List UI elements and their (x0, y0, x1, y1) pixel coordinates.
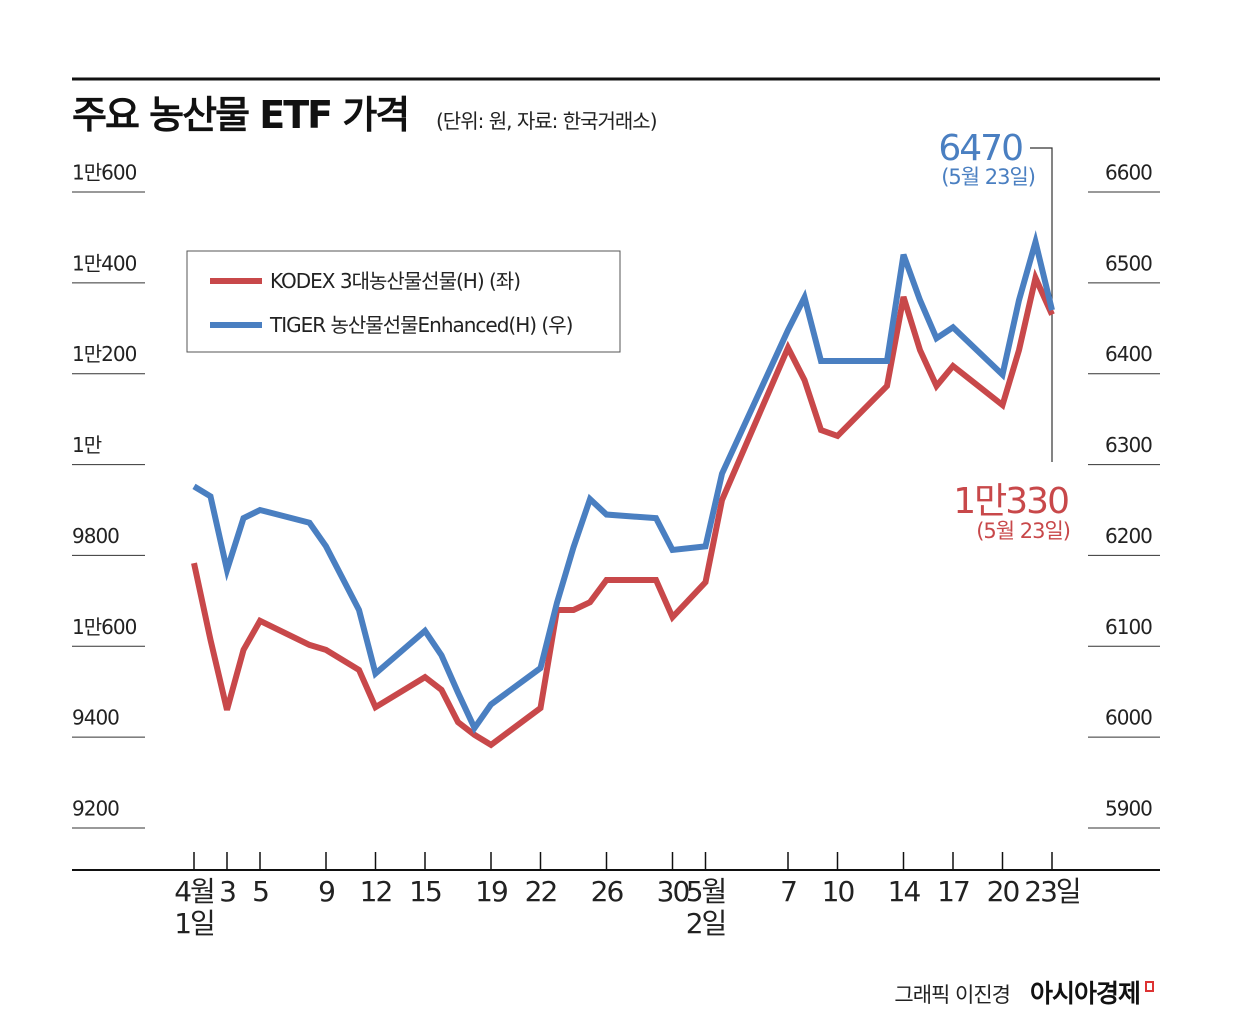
y2-tick-label: 6300 (1105, 433, 1152, 457)
y-tick-label: 9800 (72, 524, 119, 548)
legend-label: TIGER 농산물선물Enhanced(H) (우) (269, 313, 573, 337)
y2-tick-label: 5900 (1105, 797, 1152, 821)
y2-tick-label: 6000 (1105, 706, 1152, 730)
chart-subtitle: (단위: 원, 자료: 한국거래소) (436, 109, 657, 133)
x-tick-label: 23일 (1024, 875, 1081, 908)
x-tick-label: 12 (359, 875, 394, 908)
y-tick-label: 9200 (72, 797, 119, 821)
series-line (192, 230, 1055, 735)
series-line (191, 268, 1055, 749)
x-tick-label: 7 (780, 875, 798, 908)
x-tick-label: 20 (986, 875, 1021, 908)
x-tick-label: 15 (409, 875, 443, 908)
source-logo: 아시아경제 (1030, 979, 1140, 1008)
x-tick-label: 4월 1일 (174, 875, 216, 940)
y-tick-label: 9400 (72, 706, 119, 730)
x-tick-label: 19 (475, 875, 509, 908)
y2-tick-label: 6400 (1105, 342, 1152, 366)
x-tick-label: 30 (656, 875, 691, 908)
legend-box (186, 250, 621, 353)
y-tick-label: 1만600 (72, 615, 137, 639)
annotation-sub: (5월 23일) (941, 165, 1035, 189)
annotation: 1만330 (953, 481, 1068, 522)
x-tick-label: 14 (887, 875, 922, 908)
y-tick-label: 1만 (72, 433, 102, 457)
annotation: 6470 (938, 128, 1022, 169)
x-tick-label: 26 (590, 875, 625, 908)
x-tick-label: 10 (821, 875, 856, 908)
y-tick-label: 1만200 (72, 342, 137, 366)
x-tick-label: 22 (524, 875, 559, 908)
annotation-sub: (5월 23일) (976, 519, 1070, 543)
x-tick-label: 9 (318, 875, 336, 908)
x-tick-label: 5월 2일 (685, 875, 728, 940)
x-tick-label: 17 (937, 875, 971, 908)
callout-line (1030, 147, 1053, 462)
y2-tick-label: 6500 (1105, 251, 1152, 275)
y-tick-label: 1만400 (72, 251, 137, 275)
y2-tick-label: 6600 (1105, 161, 1152, 185)
chart-title: 주요 농산물 ETF 가격 (72, 93, 408, 137)
y2-tick-label: 6200 (1105, 524, 1152, 548)
x-tick-label: 5 (252, 875, 270, 908)
x-tick-label: 3 (219, 875, 237, 908)
y-tick-label: 1만600 (72, 161, 137, 185)
logo-mark (1145, 981, 1154, 992)
credit: 그래픽 이진경 (894, 983, 1010, 1007)
y2-tick-label: 6100 (1105, 615, 1152, 639)
legend-label: KODEX 3대농산물선물(H) (좌) (270, 269, 520, 293)
